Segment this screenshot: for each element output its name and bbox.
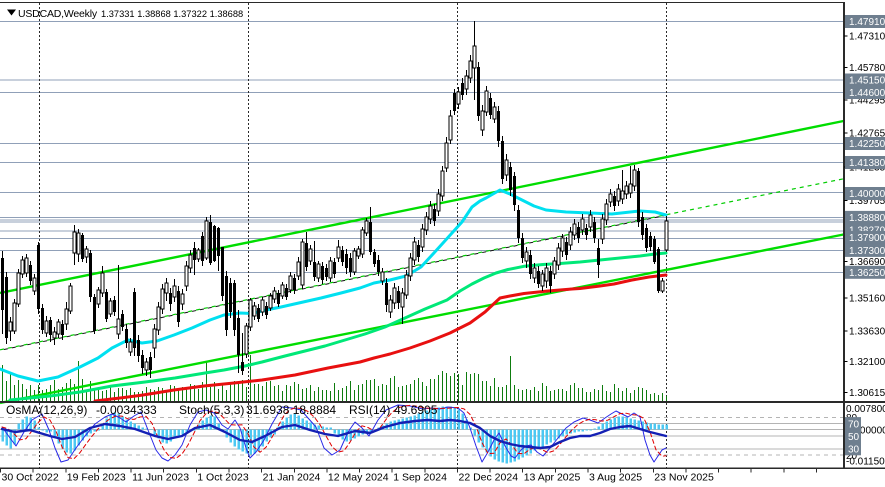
svg-text:1.37900: 1.37900 xyxy=(849,233,885,244)
svg-text:1.40000: 1.40000 xyxy=(849,189,885,200)
svg-text:1 Oct 2023: 1 Oct 2023 xyxy=(197,472,249,484)
svg-text:1.45780: 1.45780 xyxy=(849,63,885,74)
svg-text:21 Jan 2024: 21 Jan 2024 xyxy=(263,472,321,484)
svg-text:1.44600: 1.44600 xyxy=(849,88,885,99)
svg-text:1.38880: 1.38880 xyxy=(849,213,885,224)
svg-text:1.39705: 1.39705 xyxy=(849,196,885,207)
svg-text:1.35160: 1.35160 xyxy=(849,294,885,305)
svg-text:70: 70 xyxy=(848,419,860,430)
svg-text:1.30615: 1.30615 xyxy=(849,388,885,399)
svg-text:1.36250: 1.36250 xyxy=(849,268,885,279)
svg-text:19 Feb 2023: 19 Feb 2023 xyxy=(67,472,126,484)
svg-text:1.37331 1.38868 1.37322 1.3868: 1.37331 1.38868 1.37322 1.38688 xyxy=(101,9,243,19)
svg-text:12 May 2024: 12 May 2024 xyxy=(328,472,389,484)
svg-text:1.47310: 1.47310 xyxy=(849,32,885,43)
svg-text:1.42765: 1.42765 xyxy=(849,129,885,140)
svg-text:1.36690: 1.36690 xyxy=(849,257,885,268)
svg-text:3 Aug 2025: 3 Aug 2025 xyxy=(589,472,642,484)
svg-text:23 Nov 2025: 23 Nov 2025 xyxy=(654,472,714,484)
svg-text:OsMA(12,26,9): OsMA(12,26,9) xyxy=(6,403,87,417)
svg-text:49.6905: 49.6905 xyxy=(394,403,438,417)
svg-text:31.6938 18.8884: 31.6938 18.8884 xyxy=(246,403,336,417)
svg-text:Stoch(5,3,3): Stoch(5,3,3) xyxy=(179,403,244,417)
svg-text:-0.0115050: -0.0115050 xyxy=(846,457,885,468)
svg-text:1.47910: 1.47910 xyxy=(849,17,885,28)
svg-text:20: 20 xyxy=(846,451,858,462)
svg-text:1.42250: 1.42250 xyxy=(849,139,885,150)
svg-text:RSI(14): RSI(14) xyxy=(349,403,390,417)
svg-text:-0.0034333: -0.0034333 xyxy=(96,403,157,417)
svg-text:11 Jun 2023: 11 Jun 2023 xyxy=(132,472,189,484)
svg-text:50: 50 xyxy=(848,432,860,443)
svg-text:1 Sep 2024: 1 Sep 2024 xyxy=(393,472,447,484)
svg-text:30 Oct 2022: 30 Oct 2022 xyxy=(2,472,59,484)
svg-text:1.45150: 1.45150 xyxy=(849,76,885,87)
svg-text:1.44295: 1.44295 xyxy=(849,96,885,107)
svg-text:22 Dec 2024: 22 Dec 2024 xyxy=(459,472,519,484)
svg-text:1.33630: 1.33630 xyxy=(849,327,885,338)
svg-text:30: 30 xyxy=(848,445,860,456)
svg-text:1.37300: 1.37300 xyxy=(849,246,885,257)
svg-text:1.41380: 1.41380 xyxy=(849,158,885,169)
svg-text:1.32100: 1.32100 xyxy=(849,357,885,368)
svg-text:13 Apr 2025: 13 Apr 2025 xyxy=(524,472,581,484)
svg-text:USDCAD,Weekly: USDCAD,Weekly xyxy=(18,8,98,20)
